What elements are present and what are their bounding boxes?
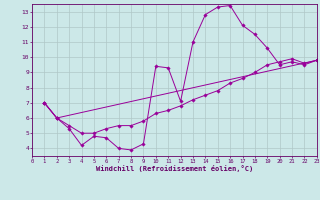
- X-axis label: Windchill (Refroidissement éolien,°C): Windchill (Refroidissement éolien,°C): [96, 165, 253, 172]
